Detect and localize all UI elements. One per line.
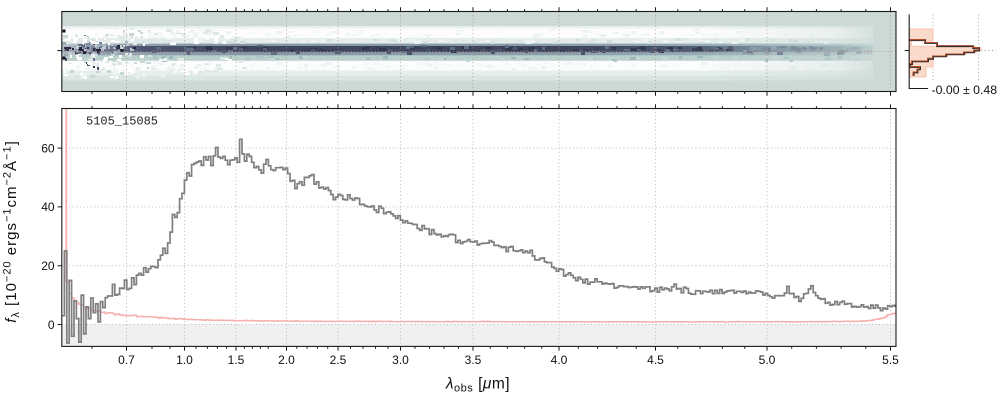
svg-text:5.5: 5.5 [882,353,899,367]
svg-text:4.0: 4.0 [551,353,568,367]
svg-text:4.5: 4.5 [647,353,664,367]
svg-text:5105_15085: 5105_15085 [86,115,158,129]
svg-text:5.0: 5.0 [759,353,776,367]
svg-text:2.0: 2.0 [278,353,295,367]
svg-text:λobs [μm]: λobs [μm] [445,376,510,395]
svg-text:40: 40 [41,200,55,214]
svg-text:fλ [10−20 ergs−1cm−2Å−1]: fλ [10−20 ergs−1cm−2Å−1] [2,140,23,323]
svg-text:2.5: 2.5 [330,353,347,367]
svg-text:3.5: 3.5 [465,353,482,367]
svg-text:1.0: 1.0 [176,353,193,367]
svg-text:60: 60 [41,141,55,155]
svg-text:0: 0 [48,318,55,332]
svg-text:0.7: 0.7 [118,353,135,367]
svg-text:3.0: 3.0 [392,353,409,367]
svg-text:-0.00 ± 0.48: -0.00 ± 0.48 [932,83,998,97]
svg-text:20: 20 [41,259,55,273]
svg-text:1.5: 1.5 [228,353,245,367]
